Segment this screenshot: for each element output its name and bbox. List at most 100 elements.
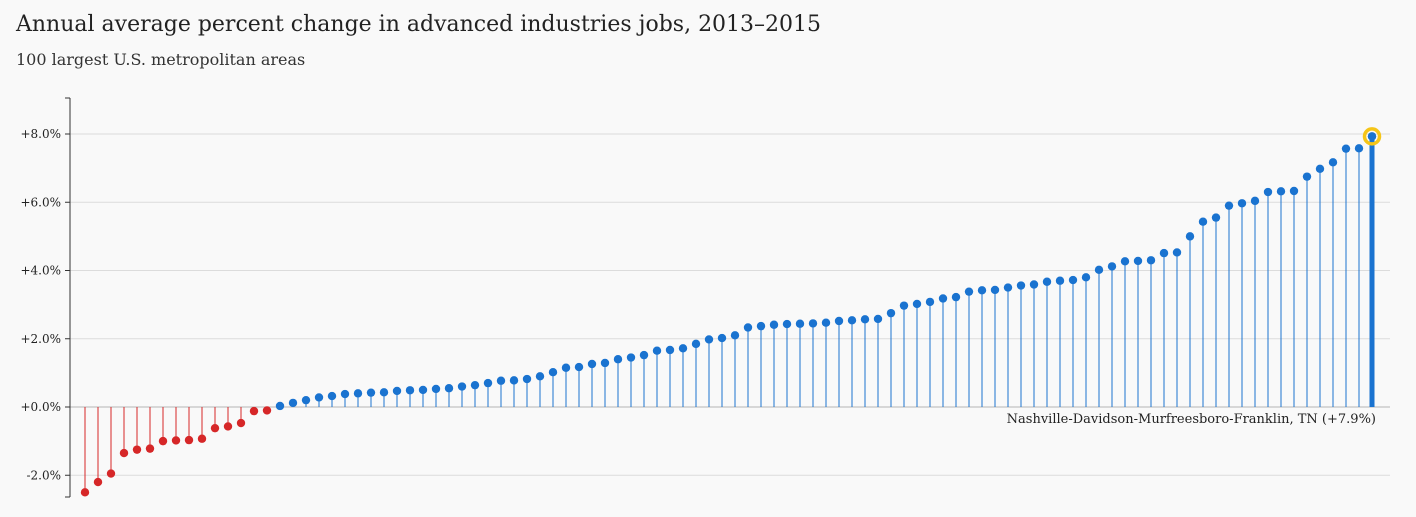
highlight-point[interactable] xyxy=(1367,132,1377,141)
data-point[interactable] xyxy=(509,376,519,385)
data-point[interactable] xyxy=(1354,144,1364,153)
data-point[interactable] xyxy=(1328,158,1338,167)
data-point[interactable] xyxy=(1341,144,1351,153)
data-point[interactable] xyxy=(314,393,324,402)
data-point[interactable] xyxy=(860,315,870,324)
data-point[interactable] xyxy=(236,418,246,428)
data-point[interactable] xyxy=(249,406,259,416)
data-point[interactable] xyxy=(769,320,779,329)
data-point[interactable] xyxy=(808,319,818,328)
data-point[interactable] xyxy=(899,301,909,310)
data-point[interactable] xyxy=(262,406,272,415)
data-point[interactable] xyxy=(1185,232,1195,241)
data-point[interactable] xyxy=(1263,187,1273,197)
data-point[interactable] xyxy=(340,389,350,399)
data-point[interactable] xyxy=(665,345,675,355)
data-point[interactable] xyxy=(1081,273,1091,282)
data-point[interactable] xyxy=(548,367,558,377)
data-point[interactable] xyxy=(470,380,480,390)
data-point[interactable] xyxy=(730,331,740,340)
data-point[interactable] xyxy=(93,477,103,487)
data-point[interactable] xyxy=(1029,280,1039,289)
data-point[interactable] xyxy=(1172,248,1182,257)
data-point[interactable] xyxy=(444,384,454,393)
data-point[interactable] xyxy=(1276,187,1286,196)
data-point[interactable] xyxy=(613,355,623,364)
data-point[interactable] xyxy=(379,388,389,397)
data-point[interactable] xyxy=(1211,213,1221,222)
data-point[interactable] xyxy=(977,286,987,295)
data-point[interactable] xyxy=(652,346,662,355)
data-point[interactable] xyxy=(743,323,753,332)
data-point[interactable] xyxy=(275,401,285,411)
data-point[interactable] xyxy=(431,384,441,394)
data-point[interactable] xyxy=(184,435,194,445)
data-point[interactable] xyxy=(704,335,714,344)
data-point[interactable] xyxy=(912,299,922,309)
data-point[interactable] xyxy=(223,422,233,431)
data-point[interactable] xyxy=(938,294,948,303)
data-point[interactable] xyxy=(1094,265,1104,275)
data-point[interactable] xyxy=(405,386,415,395)
data-point[interactable] xyxy=(964,287,974,296)
data-point[interactable] xyxy=(1250,196,1260,206)
data-point[interactable] xyxy=(1146,256,1156,265)
data-point[interactable] xyxy=(496,376,506,385)
data-point[interactable] xyxy=(795,319,805,328)
data-point[interactable] xyxy=(522,374,532,384)
data-point[interactable] xyxy=(600,358,610,368)
data-point[interactable] xyxy=(145,444,155,453)
data-point[interactable] xyxy=(756,321,766,331)
data-point[interactable] xyxy=(587,359,597,369)
data-point[interactable] xyxy=(210,423,220,433)
data-point[interactable] xyxy=(925,297,935,307)
data-point[interactable] xyxy=(1237,199,1247,208)
data-point[interactable] xyxy=(1016,281,1026,290)
data-point[interactable] xyxy=(1120,257,1130,266)
data-point[interactable] xyxy=(834,316,844,326)
data-point[interactable] xyxy=(678,344,688,353)
data-point[interactable] xyxy=(327,391,337,401)
data-point[interactable] xyxy=(1055,276,1065,285)
data-point[interactable] xyxy=(158,436,168,446)
data-point[interactable] xyxy=(1068,275,1078,285)
data-point[interactable] xyxy=(1302,172,1312,181)
data-point[interactable] xyxy=(951,292,961,302)
data-point[interactable] xyxy=(197,434,207,443)
data-point[interactable] xyxy=(782,319,792,329)
data-point[interactable] xyxy=(990,285,1000,295)
data-point[interactable] xyxy=(886,308,896,318)
data-point[interactable] xyxy=(535,372,545,381)
data-point[interactable] xyxy=(392,386,402,396)
data-point[interactable] xyxy=(561,363,571,372)
data-point[interactable] xyxy=(821,318,831,327)
data-point[interactable] xyxy=(717,333,727,343)
data-point[interactable] xyxy=(418,385,428,395)
data-point[interactable] xyxy=(171,436,181,445)
data-point[interactable] xyxy=(80,488,90,497)
data-point[interactable] xyxy=(1003,283,1013,292)
data-point[interactable] xyxy=(132,445,142,454)
data-point[interactable] xyxy=(457,382,467,391)
data-point[interactable] xyxy=(483,378,493,388)
data-point[interactable] xyxy=(1198,217,1208,226)
data-point[interactable] xyxy=(847,316,857,325)
data-point[interactable] xyxy=(1159,248,1169,258)
data-point[interactable] xyxy=(1315,164,1325,174)
data-point[interactable] xyxy=(574,362,584,372)
data-point[interactable] xyxy=(1042,277,1052,286)
data-point[interactable] xyxy=(626,353,636,362)
data-point[interactable] xyxy=(301,395,311,405)
data-point[interactable] xyxy=(106,469,116,478)
data-point[interactable] xyxy=(1224,201,1234,210)
data-point[interactable] xyxy=(353,389,363,398)
data-point[interactable] xyxy=(873,314,883,324)
data-point[interactable] xyxy=(1107,262,1117,271)
data-point[interactable] xyxy=(691,339,701,349)
data-point[interactable] xyxy=(1133,256,1143,266)
data-point[interactable] xyxy=(1289,186,1299,196)
data-point[interactable] xyxy=(639,350,649,360)
data-point[interactable] xyxy=(366,388,376,397)
data-point[interactable] xyxy=(288,398,298,408)
data-point[interactable] xyxy=(119,448,129,458)
